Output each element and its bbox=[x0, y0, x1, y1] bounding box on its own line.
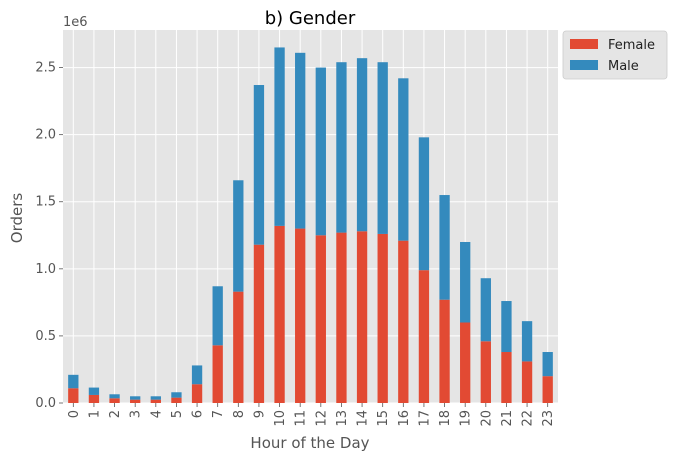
bar-female-1 bbox=[88, 394, 100, 403]
x-axis-label: Hour of the Day bbox=[250, 434, 369, 452]
bar-male-19 bbox=[460, 241, 471, 323]
bar-male-9 bbox=[253, 85, 265, 245]
x-tick-label: 3 bbox=[129, 410, 144, 418]
legend-swatch-male bbox=[570, 60, 598, 70]
bar-male-11 bbox=[295, 52, 306, 229]
bar-male-7 bbox=[212, 286, 223, 346]
x-tick-label: 5 bbox=[170, 410, 185, 418]
x-tick-label: 6 bbox=[191, 410, 206, 418]
x-tick-label: 15 bbox=[376, 410, 391, 427]
x-tick-label: 12 bbox=[314, 410, 329, 427]
x-tick-label: 7 bbox=[211, 410, 226, 418]
bar-male-16 bbox=[398, 78, 409, 241]
y-tick-label: 1.0 bbox=[35, 262, 56, 277]
bar-female-20 bbox=[480, 341, 491, 403]
bar-female-13 bbox=[336, 232, 347, 403]
bar-female-18 bbox=[439, 299, 450, 403]
y-tick-label: 2.0 bbox=[35, 128, 56, 143]
bar-male-17 bbox=[418, 137, 430, 271]
x-tick-label: 19 bbox=[459, 410, 474, 427]
y-axis-label: Orders bbox=[8, 193, 26, 244]
x-tick-label: 8 bbox=[232, 410, 247, 418]
bar-female-23 bbox=[542, 376, 553, 403]
bar-female-19 bbox=[460, 322, 471, 403]
bar-male-5 bbox=[171, 392, 182, 398]
x-axis-ticks: 0 1 2 3 4 5 6 7 8 9 10 11 12 13 14 15 16 17 18 19 20 21 22 23 bbox=[67, 403, 556, 427]
x-tick-label: 0 bbox=[67, 410, 82, 418]
bar-female-8 bbox=[233, 291, 244, 403]
x-tick-label: 10 bbox=[273, 410, 288, 427]
bar-male-0 bbox=[68, 374, 79, 389]
y-axis-ticks: 0.0 0.5 1.0 1.5 2.0 2.5 bbox=[35, 61, 63, 411]
bar-male-1 bbox=[88, 387, 100, 395]
bar-female-22 bbox=[521, 361, 533, 403]
bar-male-14 bbox=[356, 58, 368, 232]
bar-female-11 bbox=[295, 228, 306, 403]
x-tick-label: 22 bbox=[521, 410, 536, 427]
legend-swatch-female bbox=[570, 39, 598, 49]
bar-male-4 bbox=[150, 396, 161, 400]
y-tick-label: 1.5 bbox=[35, 195, 56, 210]
x-tick-label: 13 bbox=[335, 410, 350, 427]
y-tick-label: 2.5 bbox=[35, 61, 56, 76]
bar-male-15 bbox=[377, 62, 388, 234]
bar-female-9 bbox=[253, 244, 265, 403]
bar-female-17 bbox=[418, 270, 430, 403]
y-tick-label: 0.0 bbox=[35, 396, 56, 411]
y-tick-label: 0.5 bbox=[35, 329, 56, 344]
x-tick-label: 14 bbox=[356, 410, 371, 427]
bar-male-10 bbox=[274, 47, 285, 226]
x-tick-label: 17 bbox=[417, 410, 432, 427]
x-tick-label: 4 bbox=[149, 410, 164, 418]
x-tick-label: 1 bbox=[87, 410, 102, 418]
bar-male-8 bbox=[233, 180, 244, 292]
bar-female-10 bbox=[274, 225, 285, 403]
bar-male-20 bbox=[480, 278, 491, 342]
bar-female-5 bbox=[171, 397, 182, 403]
bar-female-3 bbox=[130, 399, 141, 403]
bar-male-12 bbox=[315, 67, 326, 236]
bar-male-22 bbox=[521, 321, 533, 362]
x-tick-label: 11 bbox=[294, 410, 309, 427]
bar-female-6 bbox=[191, 384, 203, 403]
y-offset-label: 1e6 bbox=[63, 15, 88, 30]
bar-female-15 bbox=[377, 233, 388, 403]
bar-female-14 bbox=[356, 231, 368, 403]
chart-title: b) Gender bbox=[265, 8, 356, 29]
x-tick-label: 9 bbox=[252, 410, 267, 418]
bar-female-0 bbox=[68, 388, 79, 403]
bar-female-16 bbox=[398, 240, 409, 403]
legend-label-male: Male bbox=[608, 59, 639, 74]
bar-female-4 bbox=[150, 399, 161, 403]
legend-label-female: Female bbox=[608, 38, 655, 53]
bar-male-23 bbox=[542, 352, 553, 377]
bar-male-3 bbox=[130, 396, 141, 400]
x-tick-label: 2 bbox=[108, 410, 123, 418]
bar-male-2 bbox=[109, 394, 120, 399]
bars-group bbox=[68, 47, 553, 403]
x-tick-label: 20 bbox=[479, 410, 494, 427]
bar-female-7 bbox=[212, 345, 223, 403]
bar-male-21 bbox=[501, 301, 512, 353]
bar-male-18 bbox=[439, 195, 450, 300]
bar-female-2 bbox=[109, 398, 120, 403]
bar-female-21 bbox=[501, 352, 512, 403]
x-tick-label: 16 bbox=[397, 410, 412, 427]
bar-male-13 bbox=[336, 62, 347, 233]
x-tick-label: 21 bbox=[500, 410, 515, 427]
bar-male-6 bbox=[191, 365, 203, 385]
plot-background bbox=[63, 30, 558, 403]
x-tick-label: 18 bbox=[438, 410, 453, 427]
x-tick-label: 23 bbox=[541, 410, 556, 427]
legend: Female Male bbox=[562, 30, 668, 80]
bar-female-12 bbox=[315, 235, 326, 403]
